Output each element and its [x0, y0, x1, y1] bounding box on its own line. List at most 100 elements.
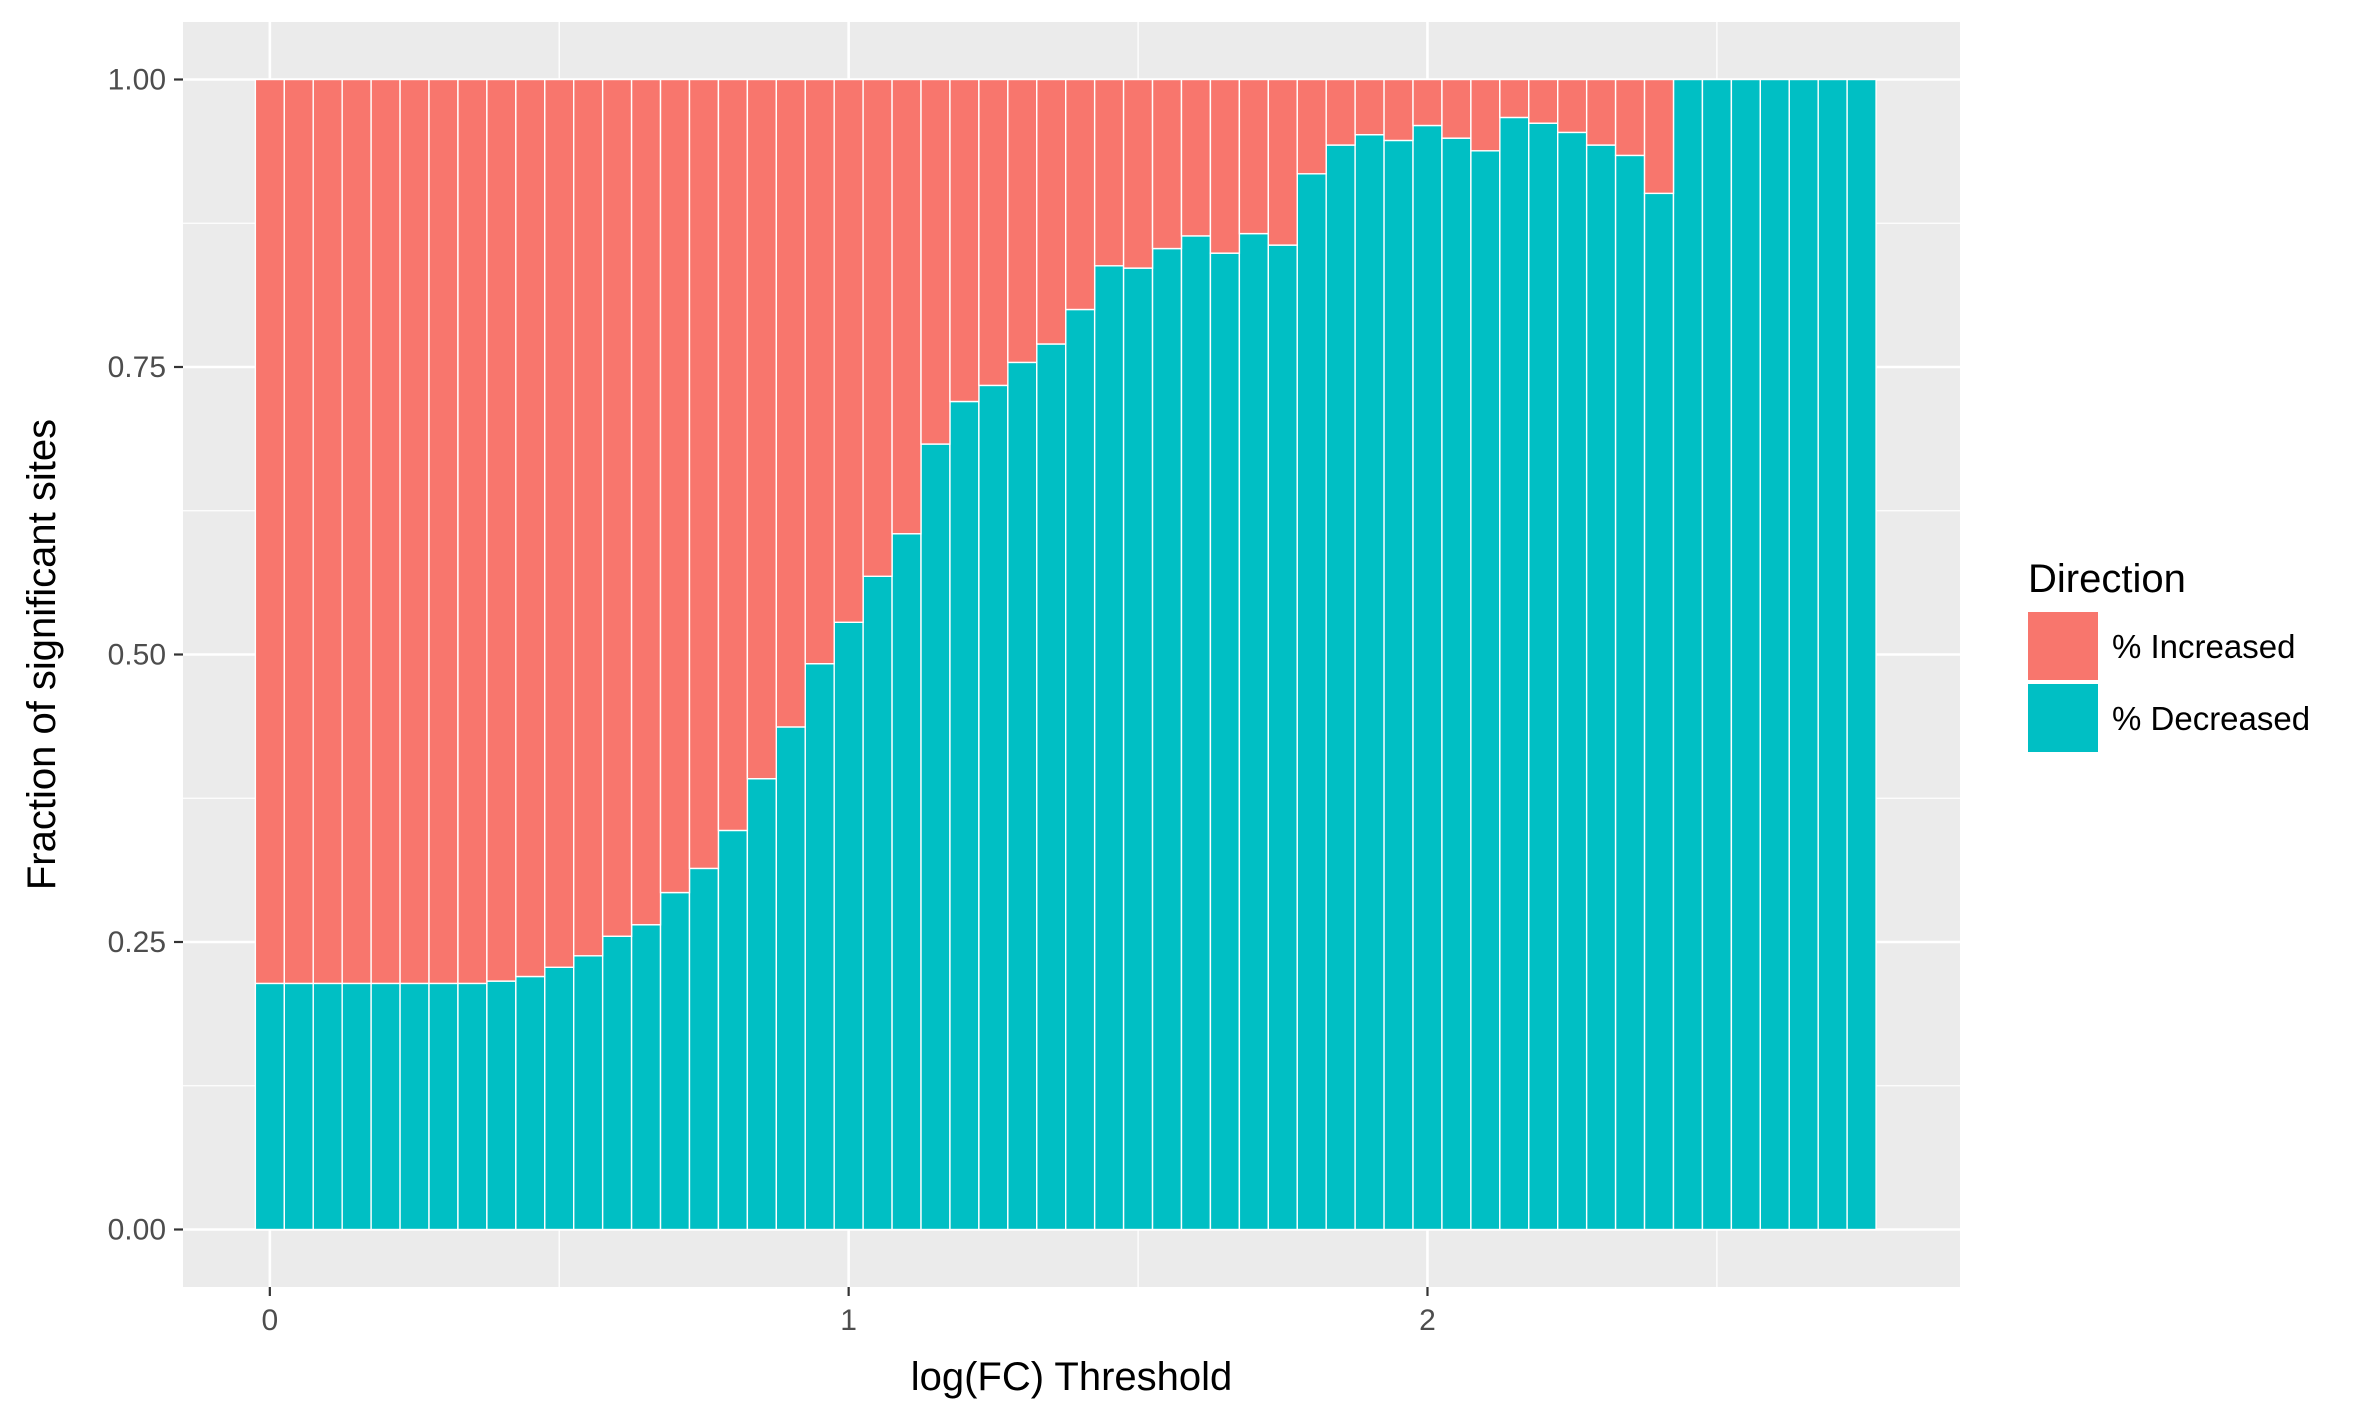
- bar-decreased: [312, 982, 343, 1231]
- bar-increased: [775, 78, 806, 728]
- bar-increased: [1354, 78, 1385, 136]
- bar-decreased: [1296, 173, 1327, 1231]
- bar-decreased: [717, 829, 749, 1231]
- bar-increased: [1325, 78, 1356, 146]
- bar-increased: [1528, 78, 1559, 124]
- legend-title: Direction: [2028, 557, 2186, 601]
- bar-decreased: [659, 891, 691, 1231]
- bar-increased: [515, 78, 546, 978]
- bar-increased: [1093, 78, 1125, 267]
- bar-decreased: [254, 982, 285, 1231]
- bar-decreased: [283, 982, 314, 1231]
- bar-decreased: [1412, 124, 1443, 1231]
- series-decreased: [254, 78, 1877, 1231]
- legend-label-increased: % Increased: [2112, 628, 2295, 665]
- bar-decreased: [1007, 361, 1038, 1231]
- y-axis-title: Fraction of significant sites: [20, 419, 64, 890]
- x-tick-label: 2: [1419, 1304, 1436, 1337]
- bar-decreased: [1788, 78, 1819, 1231]
- bar-decreased: [341, 982, 372, 1231]
- bar-decreased: [1614, 154, 1646, 1231]
- bar-increased: [1296, 78, 1327, 175]
- y-tick-label: 0.75: [108, 351, 166, 384]
- bar-increased: [1065, 78, 1096, 311]
- y-tick-label: 0.00: [108, 1214, 166, 1247]
- bar-decreased: [1325, 144, 1356, 1231]
- bar-increased: [1180, 78, 1212, 237]
- bar-increased: [1383, 78, 1414, 142]
- bar-decreased: [1846, 78, 1877, 1231]
- bar-decreased: [978, 384, 1009, 1231]
- y-axis: 0.00 0.25 0.50 0.75 1.00: [108, 64, 183, 1247]
- bar-increased: [630, 78, 662, 926]
- bar-increased: [717, 78, 749, 832]
- bar-decreased: [1643, 192, 1675, 1231]
- bar-decreased: [1817, 78, 1848, 1231]
- bar-decreased: [688, 867, 720, 1231]
- bar-increased: [978, 78, 1009, 387]
- bar-decreased: [1701, 78, 1733, 1231]
- bar-decreased: [1267, 244, 1298, 1231]
- legend-key-increased: [2028, 612, 2098, 680]
- bar-decreased: [1180, 235, 1212, 1231]
- bar-increased: [862, 78, 893, 577]
- bar-increased: [920, 78, 951, 445]
- bar-increased: [1585, 78, 1617, 146]
- bar-increased: [1151, 78, 1183, 250]
- bar-decreased: [428, 982, 459, 1231]
- x-axis: 0 1 2: [261, 1287, 1436, 1337]
- bar-decreased: [370, 982, 401, 1231]
- bar-decreased: [630, 924, 662, 1231]
- bar-increased: [1499, 78, 1530, 119]
- bar-decreased: [775, 726, 806, 1231]
- bar-increased: [949, 78, 980, 403]
- bar-decreased: [515, 975, 546, 1231]
- x-tick-label: 0: [261, 1304, 278, 1337]
- bar-increased: [283, 78, 314, 985]
- bar-decreased: [1528, 122, 1559, 1231]
- bar-decreased: [1383, 139, 1414, 1231]
- bar-decreased: [862, 575, 893, 1231]
- bar-increased: [1122, 78, 1154, 269]
- bar-increased: [1238, 78, 1270, 235]
- bar-decreased: [1238, 232, 1270, 1231]
- bar-increased: [573, 78, 604, 957]
- bar-increased: [399, 78, 430, 985]
- bar-increased: [833, 78, 864, 623]
- bar-increased: [659, 78, 691, 894]
- bar-decreased: [1151, 247, 1183, 1231]
- bar-decreased: [1759, 78, 1790, 1231]
- bar-decreased: [457, 982, 488, 1231]
- bar-increased: [601, 78, 633, 937]
- bar-decreased: [601, 935, 633, 1231]
- bar-decreased: [920, 443, 951, 1231]
- bar-increased: [688, 78, 720, 870]
- bar-increased: [1412, 78, 1443, 127]
- bar-decreased: [833, 621, 864, 1231]
- bar-increased: [254, 78, 285, 985]
- y-tick-label: 1.00: [108, 64, 166, 97]
- bar-increased: [1557, 78, 1588, 134]
- bar-increased: [1614, 78, 1646, 157]
- bar-increased: [746, 78, 777, 780]
- bar-decreased: [1093, 265, 1125, 1231]
- bar-decreased: [399, 982, 430, 1231]
- x-axis-title: log(FC) Threshold: [911, 1355, 1233, 1399]
- bar-decreased: [1730, 78, 1762, 1231]
- bar-increased: [1036, 78, 1067, 345]
- bar-increased: [1209, 78, 1241, 254]
- y-tick-label: 0.50: [108, 639, 166, 672]
- bar-increased: [1007, 78, 1038, 364]
- bar-increased: [1267, 78, 1298, 246]
- x-tick-label: 1: [840, 1304, 857, 1337]
- bar-decreased: [1441, 137, 1472, 1231]
- bar-increased: [544, 78, 575, 968]
- bar-decreased: [486, 980, 517, 1231]
- bar-increased: [1643, 78, 1675, 195]
- legend-key-decreased: [2028, 684, 2098, 752]
- bar-decreased: [804, 663, 835, 1231]
- bar-decreased: [1672, 78, 1704, 1231]
- bar-decreased: [1557, 131, 1588, 1231]
- bar-increased: [457, 78, 488, 985]
